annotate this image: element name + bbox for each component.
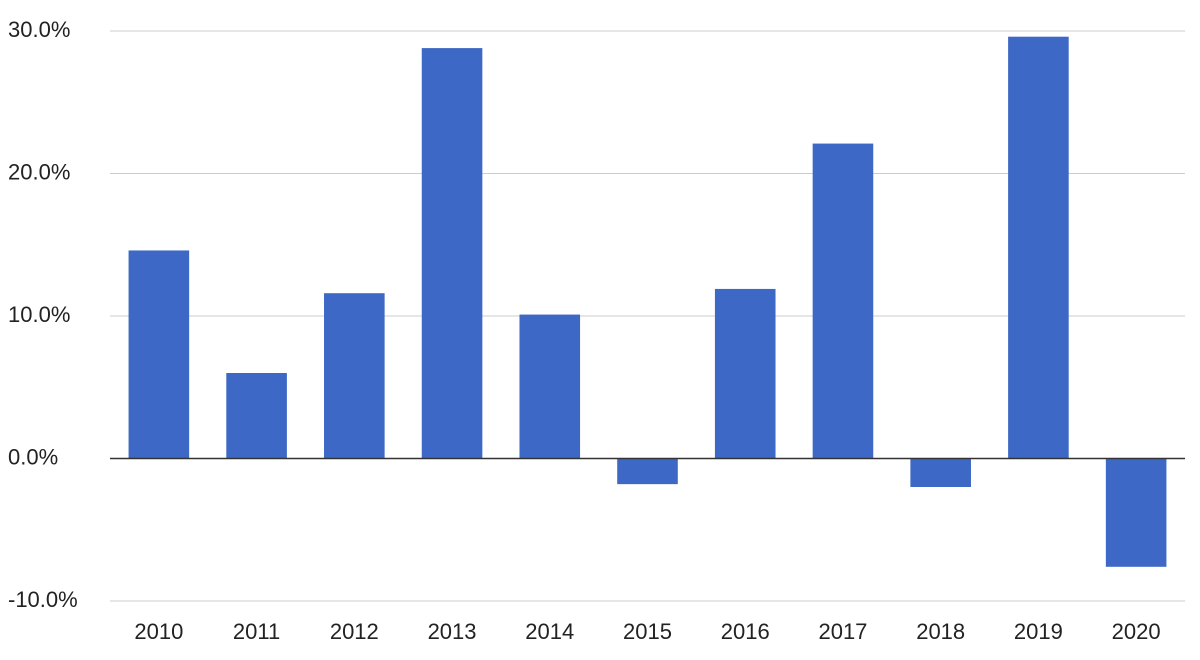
y-tick-label: -10.0% <box>8 587 78 612</box>
bar <box>519 314 581 459</box>
x-tick-label: 2017 <box>818 619 867 644</box>
x-tick-label: 2016 <box>721 619 770 644</box>
bar <box>324 293 385 459</box>
layer <box>110 30 1185 602</box>
x-tick-label: 2014 <box>525 619 574 644</box>
x-tick-label: 2019 <box>1014 619 1063 644</box>
y-tick-label: 0.0% <box>8 444 58 469</box>
x-tick-label: 2018 <box>916 619 965 644</box>
bar <box>421 48 483 459</box>
layer <box>128 36 1167 567</box>
bar <box>910 458 971 487</box>
bar <box>617 458 678 485</box>
bar <box>226 373 287 459</box>
x-tick-label: 2011 <box>233 619 280 644</box>
bar <box>714 288 776 459</box>
bar <box>1008 36 1069 459</box>
x-tick-label: 2015 <box>623 619 672 644</box>
x-tick-label: 2012 <box>330 619 379 644</box>
y-tick-label: 10.0% <box>8 302 70 327</box>
layer: -10.0% 0.0% 10.0% 20.0% 30.0% 2010 2011 2012 201… <box>8 17 1185 644</box>
y-tick-label: 20.0% <box>8 159 70 184</box>
bar <box>128 250 190 459</box>
y-tick-label: 30.0% <box>8 17 70 42</box>
bar <box>812 143 874 459</box>
x-tick-label: 2010 <box>134 619 183 644</box>
x-tick-label: 2020 <box>1112 619 1161 644</box>
x-tick-label: 2013 <box>428 619 477 644</box>
bar <box>1105 458 1167 567</box>
